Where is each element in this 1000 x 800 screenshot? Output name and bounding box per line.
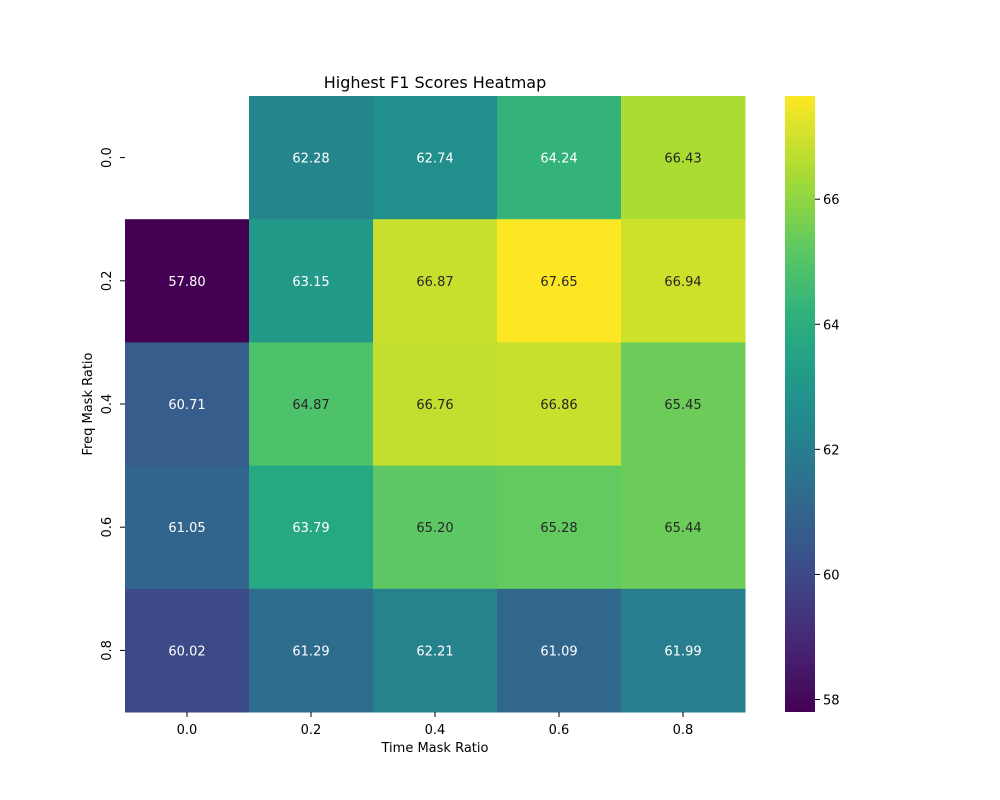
heatmap-cell [373,588,498,713]
cell-value-label: 62.28 [292,152,329,167]
cell-value-label: 61.29 [292,644,329,659]
heatmap-cell [125,219,250,343]
cell-value-label: 67.65 [540,275,577,290]
heatmap-cell [621,219,746,343]
cell-value-label: 65.20 [416,521,453,536]
heatmap-cell [125,465,250,590]
y-tick-label: 0.8 [100,640,115,661]
heatmap-cell [249,588,374,713]
heatmap-cell [621,588,746,713]
cell-value-label: 61.99 [664,644,701,659]
cell-value-label: 62.74 [416,152,453,167]
cell-value-label: 66.76 [416,398,453,413]
heatmap-cell [249,342,374,467]
colorbar-ticks: 58 60 62 64 66 [815,193,840,708]
cell-value-label: 61.09 [540,644,577,659]
heatmap-cell [125,588,250,713]
x-tick-label: 0.8 [673,723,694,738]
y-axis-label: Freq Mask Ratio [81,352,96,455]
heatmap-cell [249,219,374,343]
heatmap-cell [373,219,498,343]
heatmap-cell [621,96,746,220]
cell-value-label: 66.94 [664,275,701,290]
cell-value-label: 63.79 [292,521,329,536]
heatmap-cell [621,465,746,590]
cell-value-label: 63.15 [292,275,329,290]
colorbar-tick-label: 58 [823,693,840,708]
x-tick-label: 0.4 [425,723,446,738]
heatmap-cell [373,342,498,467]
colorbar-tick-label: 60 [823,568,840,583]
chart-title: Highest F1 Scores Heatmap [324,73,547,92]
heatmap-cell [497,219,622,343]
x-tick-label: 0.2 [301,723,322,738]
y-tick-label: 0.4 [100,394,115,415]
cell-value-label: 60.02 [168,644,205,659]
heatmap-cell [125,342,250,467]
cell-value-label: 66.43 [664,152,701,167]
colorbar [785,96,815,712]
heatmap-cells [125,96,746,713]
y-tick-label: 0.6 [100,517,115,538]
cell-value-label: 62.21 [416,644,453,659]
cell-value-label: 65.28 [540,521,577,536]
y-axis-ticks: 0.0 0.2 0.4 0.6 0.8 [100,147,125,661]
cell-value-label: 64.87 [292,398,329,413]
colorbar-tick-label: 64 [823,318,840,333]
cell-value-label: 65.44 [664,521,701,536]
y-tick-label: 0.0 [100,147,115,168]
cell-value-label: 61.05 [168,521,205,536]
x-tick-label: 0.0 [177,723,198,738]
cell-value-label: 57.80 [168,275,205,290]
cell-value-label: 65.45 [664,398,701,413]
x-tick-label: 0.6 [549,723,570,738]
y-tick-label: 0.2 [100,270,115,291]
heatmap-cell [249,465,374,590]
heatmap-cell [497,588,622,713]
cell-value-label: 60.71 [168,398,205,413]
heatmap-cell-labels: 62.28 62.74 64.24 66.43 57.80 63.15 66.87 67.65… [168,152,701,660]
x-axis-label: Time Mask Ratio [381,741,489,756]
x-axis-ticks: 0.0 0.2 0.4 0.6 0.8 [177,712,694,738]
heatmap-cell [373,96,498,220]
heatmap-cell [497,465,622,590]
heatmap-cell [621,342,746,467]
colorbar-tick-label: 66 [823,193,840,208]
heatmap-cell [373,465,498,590]
heatmap-cell [497,342,622,467]
colorbar-tick-label: 62 [823,443,840,458]
heatmap-cell [249,96,374,220]
cell-value-label: 64.24 [540,152,577,167]
cell-value-label: 66.87 [416,275,453,290]
cell-value-label: 66.86 [540,398,577,413]
heatmap-cell [497,96,622,220]
